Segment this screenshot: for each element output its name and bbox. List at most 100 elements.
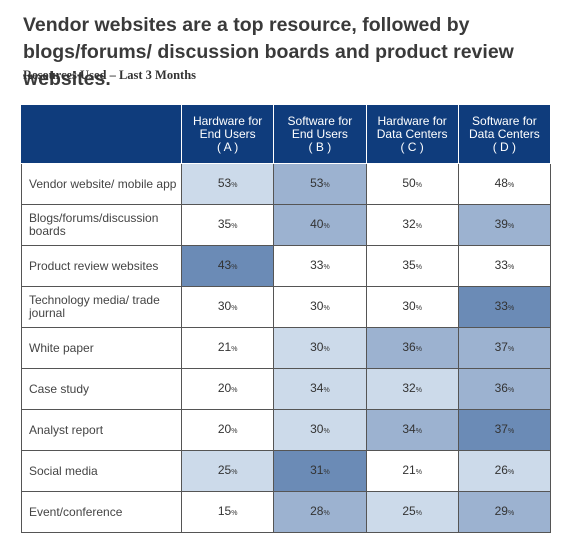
percent-unit: % xyxy=(231,345,238,353)
percent-unit: % xyxy=(507,263,515,271)
table-row: Vendor website/ mobile app 53% 53% 50% 48% xyxy=(21,163,552,205)
value-number: 33 xyxy=(494,298,508,313)
value-cell-c: 32% xyxy=(365,204,459,246)
percent-unit: % xyxy=(415,304,422,312)
value-cell-d: 33% xyxy=(457,245,552,287)
value-cell-d: 36% xyxy=(457,368,552,410)
value-cell-c: 50% xyxy=(365,163,459,205)
value-number: 48 xyxy=(494,175,508,190)
column-header-line: ( B ) xyxy=(308,139,332,154)
value-cell-a: 25% xyxy=(180,450,275,492)
percent-unit: % xyxy=(231,509,238,517)
percent-unit: % xyxy=(323,222,330,230)
column-header-line: ( C ) xyxy=(400,139,424,154)
percent-unit: % xyxy=(323,263,330,271)
percent-unit: % xyxy=(415,509,422,517)
value-number: 26 xyxy=(494,462,508,477)
value-number: 35 xyxy=(217,216,232,231)
percent-unit: % xyxy=(415,222,422,230)
percent-unit: % xyxy=(323,427,330,435)
value-number: 53 xyxy=(310,175,324,190)
value-cell-c: 35% xyxy=(365,245,459,287)
value-number: 29 xyxy=(494,503,508,518)
value-number: 37 xyxy=(494,421,508,436)
chart-title: Vendor websites are a top resource, foll… xyxy=(23,14,514,90)
percent-unit: % xyxy=(507,386,515,394)
value-cell-a: 30% xyxy=(180,286,275,328)
row-label: Case study xyxy=(21,368,182,410)
value-cell-b: 34% xyxy=(273,368,367,410)
column-header-line: ( A ) xyxy=(216,139,239,154)
value-cell-d: 26% xyxy=(457,450,552,492)
percent-unit: % xyxy=(231,468,238,476)
column-header-line: End Users xyxy=(291,126,348,141)
value-number: 30 xyxy=(310,421,324,436)
percent-unit: % xyxy=(507,181,515,189)
table-row: Event/conference 15% 28% 25% 29% xyxy=(21,491,552,533)
percent-unit: % xyxy=(415,427,422,435)
value-number: 33 xyxy=(310,257,324,272)
column-header-a: Hardware for End Users ( A ) xyxy=(180,104,275,164)
value-cell-a: 43% xyxy=(180,245,275,287)
row-label: White paper xyxy=(21,327,182,369)
value-number: 20 xyxy=(217,421,232,436)
value-number: 34 xyxy=(402,421,416,436)
column-header-line: Data Centers xyxy=(376,126,448,141)
column-header-line: Hardware for xyxy=(377,113,447,128)
value-number: 39 xyxy=(494,216,508,231)
value-number: 25 xyxy=(402,503,416,518)
column-header-c: Hardware for Data Centers ( C ) xyxy=(365,104,459,164)
table-row: White paper 21% 30% 36% 37% xyxy=(21,327,552,369)
percent-unit: % xyxy=(415,386,422,394)
value-number: 34 xyxy=(310,380,324,395)
column-header-d: Software for Data Centers ( D ) xyxy=(457,104,552,164)
value-cell-b: 33% xyxy=(273,245,367,287)
value-cell-c: 21% xyxy=(365,450,459,492)
column-header-line: End Users xyxy=(199,126,256,141)
column-header-b: Software for End Users ( B ) xyxy=(273,104,367,164)
percent-unit: % xyxy=(231,386,238,394)
value-cell-c: 36% xyxy=(365,327,459,369)
percent-unit: % xyxy=(323,304,330,312)
value-cell-d: 29% xyxy=(457,491,552,533)
value-number: 40 xyxy=(310,216,324,231)
row-label: Product review websites xyxy=(21,245,182,287)
value-number: 50 xyxy=(402,175,416,190)
row-label: Event/conference xyxy=(21,491,182,533)
row-label: Social media xyxy=(21,450,182,492)
percent-unit: % xyxy=(507,509,515,517)
column-header-line: Software for xyxy=(287,113,353,128)
column-header-line: ( D ) xyxy=(492,139,517,154)
percent-unit: % xyxy=(415,263,422,271)
percent-unit: % xyxy=(231,222,238,230)
value-cell-d: 48% xyxy=(457,163,552,205)
table-row: Blogs/forums/discussion boards 35% 40% 32% 3… xyxy=(21,204,552,246)
value-cell-a: 21% xyxy=(180,327,275,369)
value-cell-a: 20% xyxy=(180,409,275,451)
value-cell-c: 32% xyxy=(365,368,459,410)
value-cell-d: 37% xyxy=(457,409,552,451)
percent-unit: % xyxy=(507,304,515,312)
resources-table: Hardware for End Users ( A ) Software fo… xyxy=(21,104,552,533)
value-number: 32 xyxy=(402,216,416,231)
value-cell-b: 40% xyxy=(273,204,367,246)
row-label: Analyst report xyxy=(21,409,182,451)
percent-unit: % xyxy=(507,345,515,353)
value-cell-d: 39% xyxy=(457,204,552,246)
value-number: 43 xyxy=(217,257,232,272)
value-cell-b: 53% xyxy=(273,163,367,205)
value-number: 30 xyxy=(217,298,232,313)
value-cell-b: 30% xyxy=(273,327,367,369)
percent-unit: % xyxy=(507,468,515,476)
header-corner xyxy=(21,104,182,164)
table-row: Technology media/ trade journal 30% 30% 30%… xyxy=(21,286,552,328)
value-number: 36 xyxy=(494,380,508,395)
value-number: 36 xyxy=(402,339,416,354)
row-label: Vendor website/ mobile app xyxy=(21,163,182,205)
percent-unit: % xyxy=(231,181,238,189)
percent-unit: % xyxy=(323,509,330,517)
value-cell-a: 35% xyxy=(180,204,275,246)
table-body: Vendor website/ mobile app 53% 53% 50% 48% Bl… xyxy=(21,163,552,533)
value-number: 25 xyxy=(217,462,232,477)
value-number: 30 xyxy=(310,339,324,354)
